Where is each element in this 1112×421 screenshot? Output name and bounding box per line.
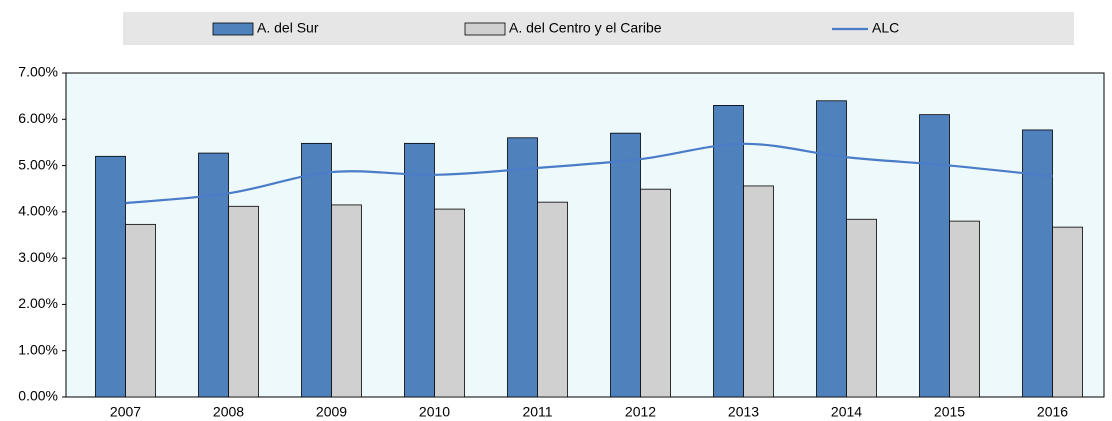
y-tick-label: 5.00%	[18, 156, 58, 172]
bar	[331, 204, 362, 398]
bar	[434, 208, 465, 398]
bar	[919, 114, 950, 398]
y-tick-label: 1.00%	[18, 341, 58, 357]
x-tick-label: 2007	[110, 404, 141, 420]
y-tick-label: 6.00%	[18, 110, 58, 126]
line	[125, 142, 1053, 205]
legend-swatch	[464, 22, 506, 36]
legend-label: A. del Sur	[257, 20, 319, 36]
legend-label: ALC	[872, 20, 899, 36]
x-tick-label: 2013	[728, 404, 759, 420]
bar	[610, 132, 641, 398]
y-tick-label: 7.00%	[18, 64, 58, 80]
bar	[743, 185, 774, 398]
x-tick-label: 2012	[625, 404, 656, 420]
bar	[507, 137, 538, 398]
x-tick-label: 2008	[213, 404, 244, 420]
x-tick-label: 2011	[522, 404, 552, 420]
bar	[816, 100, 847, 398]
bar	[949, 220, 980, 398]
bar	[846, 218, 877, 398]
bar	[198, 152, 229, 398]
legend-background	[123, 12, 1074, 45]
x-tick-label: 2016	[1037, 404, 1068, 420]
bar	[404, 142, 435, 398]
bar	[640, 188, 671, 398]
x-tick-label: 2009	[316, 404, 347, 420]
bar	[537, 201, 568, 398]
x-tick-label: 2015	[934, 404, 965, 420]
y-tick-label: 4.00%	[18, 203, 58, 219]
bar	[1052, 226, 1083, 398]
bar	[95, 155, 126, 398]
x-tick-label: 2010	[419, 404, 450, 420]
y-tick-label: 0.00%	[18, 388, 58, 404]
bar	[1022, 129, 1053, 398]
y-tick-label: 3.00%	[18, 249, 58, 265]
bar	[125, 223, 156, 398]
legend-label: A. del Centro y el Caribe	[509, 20, 662, 36]
y-tick-label: 2.00%	[18, 295, 58, 311]
bar	[713, 105, 744, 398]
bar	[301, 142, 332, 398]
bar	[228, 205, 259, 398]
x-tick-label: 2014	[831, 404, 862, 420]
legend-swatch	[212, 22, 254, 36]
